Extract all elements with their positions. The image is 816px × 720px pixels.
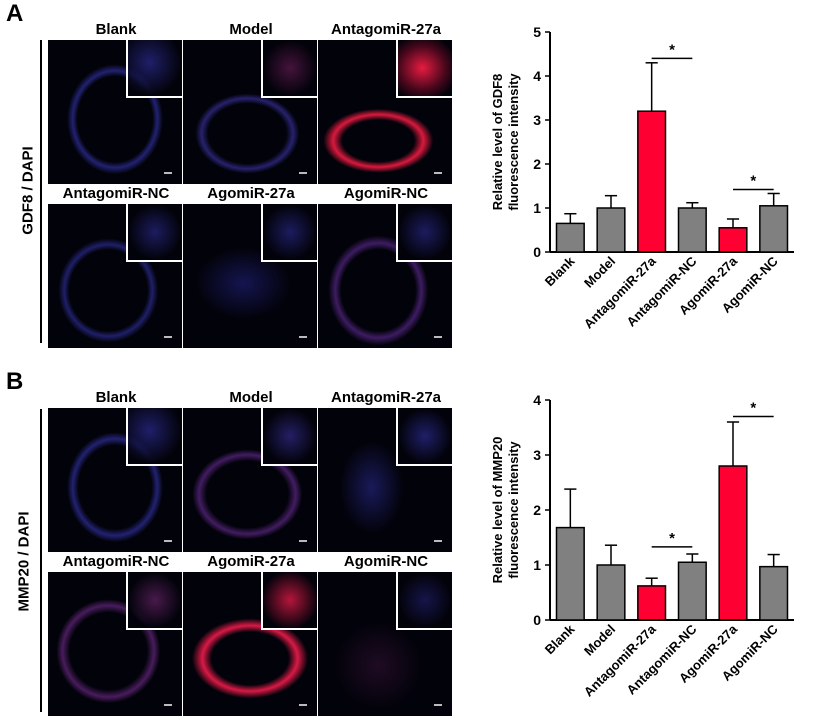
image-label: AgomiR-NC bbox=[343, 553, 429, 570]
x-tick-label: AntagomiR-27a bbox=[581, 253, 660, 332]
y-axis-label-line: Relative level of GDF8 bbox=[490, 74, 505, 211]
x-tick-label: AntagomiR-NC bbox=[623, 621, 699, 697]
image-label: Model bbox=[229, 21, 273, 38]
bar bbox=[596, 207, 626, 253]
scale-bar bbox=[164, 540, 172, 542]
y-tick-label: 3 bbox=[533, 447, 541, 463]
scale-bar bbox=[299, 336, 307, 338]
x-tick-label: AntagomiR-27a bbox=[581, 621, 660, 700]
bar bbox=[637, 110, 667, 253]
chart-gdf8: 0 1 2 3 4 5 Relative level of GDF8fluorescence… bbox=[490, 24, 794, 332]
image-label: AntagomiR-NC bbox=[62, 553, 170, 570]
stain-label-b: MMP20 / DAPI bbox=[15, 511, 33, 612]
bar bbox=[637, 585, 667, 621]
image-label: Blank bbox=[95, 389, 137, 406]
y-tick-label: 2 bbox=[533, 156, 541, 172]
bar bbox=[677, 561, 707, 621]
micrograph bbox=[183, 204, 317, 348]
micrograph bbox=[318, 572, 452, 716]
y-axis-label: Relative level of MMP20fluorescence inte… bbox=[490, 437, 521, 584]
y-axis-label-line: fluorescence intensity bbox=[506, 73, 521, 211]
y-tick-label: 2 bbox=[533, 502, 541, 518]
x-tick-label: Blank bbox=[542, 253, 578, 289]
stain-label-a: GDF8 / DAPI bbox=[19, 146, 37, 235]
y-axis-label-line: Relative level of MMP20 bbox=[490, 437, 505, 584]
x-tick-label: Model bbox=[581, 254, 618, 291]
bar bbox=[677, 207, 707, 253]
bar bbox=[759, 565, 789, 621]
scale-bar bbox=[434, 704, 442, 706]
scale-bar bbox=[164, 704, 172, 706]
image-label: AntagomiR-27a bbox=[330, 21, 442, 38]
scale-bar bbox=[299, 704, 307, 706]
bar bbox=[596, 564, 626, 621]
image-label: AgomiR-27a bbox=[207, 185, 295, 202]
y-tick-label: 4 bbox=[533, 392, 541, 408]
image-label: AntagomiR-27a bbox=[330, 389, 442, 406]
micrograph-inset bbox=[261, 408, 317, 466]
y-axis-label: Relative level of GDF8fluorescence inten… bbox=[490, 73, 521, 211]
significance-star: * bbox=[750, 400, 756, 417]
image-label: AgomiR-NC bbox=[343, 185, 429, 202]
significance-star: * bbox=[669, 530, 675, 547]
scale-bar bbox=[164, 336, 172, 338]
micrograph bbox=[183, 572, 317, 716]
micrograph-inset bbox=[261, 40, 317, 98]
micrograph bbox=[318, 204, 452, 348]
y-tick-label: 0 bbox=[533, 612, 541, 628]
image-label: AgomiR-27a bbox=[207, 553, 295, 570]
image-label: AntagomiR-NC bbox=[62, 185, 170, 202]
micrograph bbox=[318, 408, 452, 552]
image-label: Blank bbox=[95, 21, 137, 38]
micrograph bbox=[318, 40, 452, 184]
micrograph bbox=[48, 408, 182, 552]
significance-star: * bbox=[669, 41, 675, 58]
micrograph bbox=[183, 408, 317, 552]
scale-bar bbox=[299, 540, 307, 542]
bar bbox=[555, 526, 585, 621]
bar bbox=[718, 465, 748, 621]
y-tick-label: 3 bbox=[533, 112, 541, 128]
micrograph-inset bbox=[261, 204, 317, 262]
significance-star: * bbox=[750, 173, 756, 190]
micrograph bbox=[183, 40, 317, 184]
micrograph-inset bbox=[261, 572, 317, 630]
micrograph bbox=[48, 204, 182, 348]
micrograph-inset bbox=[396, 204, 452, 262]
y-tick-label: 1 bbox=[533, 557, 541, 573]
image-label: Model bbox=[229, 389, 273, 406]
scale-bar bbox=[434, 172, 442, 174]
y-tick-label: 1 bbox=[533, 200, 541, 216]
micrograph-inset bbox=[396, 572, 452, 630]
scale-bar bbox=[164, 172, 172, 174]
scale-bar bbox=[434, 336, 442, 338]
panel-letter-b: B bbox=[6, 368, 24, 395]
x-tick-label: AntagomiR-NC bbox=[623, 253, 699, 329]
micrograph-inset bbox=[126, 40, 182, 98]
micrograph-inset bbox=[396, 408, 452, 466]
y-tick-label: 0 bbox=[533, 244, 541, 260]
chart-mmp20: 0 1 2 3 4 Relative level of MMP20fluorescence… bbox=[490, 392, 794, 700]
micrograph bbox=[48, 40, 182, 184]
x-tick-label: Model bbox=[581, 622, 618, 659]
micrograph-inset bbox=[126, 204, 182, 262]
bar bbox=[555, 222, 585, 253]
panel-letter-a: A bbox=[6, 0, 24, 27]
micrograph bbox=[48, 572, 182, 716]
micrograph-inset bbox=[126, 572, 182, 630]
stain-bracket-a bbox=[40, 40, 42, 343]
bar bbox=[718, 227, 748, 253]
scale-bar bbox=[434, 540, 442, 542]
scale-bar bbox=[299, 172, 307, 174]
y-tick-label: 5 bbox=[533, 24, 541, 40]
y-axis-label-line: fluorescence intensity bbox=[506, 441, 521, 579]
micrograph-inset bbox=[126, 408, 182, 466]
y-tick-label: 4 bbox=[533, 68, 541, 84]
x-tick-label: Blank bbox=[542, 621, 578, 657]
stain-bracket-b bbox=[40, 409, 42, 712]
bar bbox=[759, 205, 789, 253]
micrograph-inset bbox=[396, 40, 452, 98]
